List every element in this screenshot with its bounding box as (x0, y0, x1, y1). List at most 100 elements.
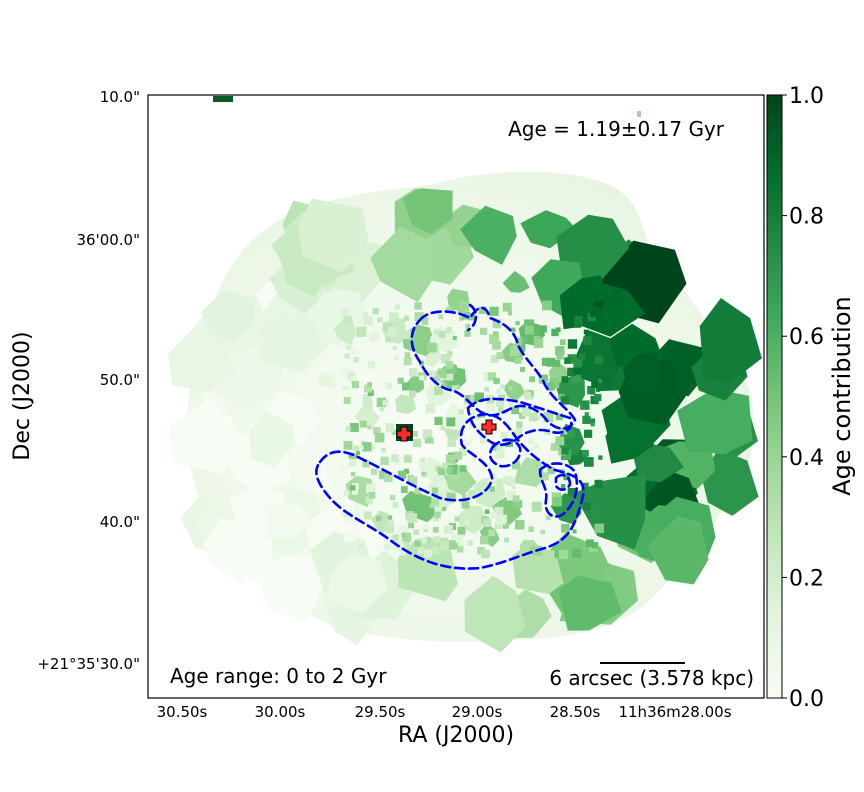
voronoi-cell (490, 442, 500, 451)
voronoi-cell (457, 526, 466, 535)
age-annotation: Age = 1.19±0.17 Gyr (508, 117, 725, 141)
voronoi-cell (352, 488, 358, 495)
voronoi-cell (584, 457, 594, 467)
voronoi-cell (514, 499, 523, 508)
voronoi-cell (502, 302, 512, 312)
voronoi-cell (434, 386, 443, 395)
voronoi-cell (574, 315, 583, 325)
voronoi-cell (550, 443, 559, 451)
y-tick-label: 36'00.0" (76, 231, 140, 249)
voronoi-cell (385, 382, 392, 390)
voronoi-cell (423, 317, 429, 322)
voronoi-cell (546, 382, 555, 391)
voronoi-cell (567, 354, 577, 364)
voronoi-cell (573, 366, 583, 375)
voronoi-cell (341, 308, 349, 317)
age-map (167, 96, 762, 653)
colorbar-gradient (766, 94, 783, 699)
voronoi-cell (363, 316, 373, 326)
voronoi-cell (489, 512, 496, 519)
voronoi-cell (453, 451, 463, 460)
y-axis: 10.0" 36'00.0" 50.0" 40.0" +21°35'30.0" (37, 88, 140, 673)
voronoi-cell (578, 353, 586, 360)
voronoi-cell (343, 397, 351, 405)
voronoi-cell (421, 471, 427, 477)
voronoi-cell (353, 445, 359, 451)
voronoi-cell (590, 422, 595, 427)
voronoi-cell (449, 469, 460, 480)
voronoi-cell (351, 453, 357, 460)
voronoi-cell (437, 368, 447, 378)
colorbar-label: Age contribution (828, 296, 856, 496)
voronoi-cell (564, 357, 571, 364)
voronoi-cell (452, 336, 457, 341)
voronoi-cell (397, 537, 458, 602)
voronoi-cell (512, 546, 564, 594)
voronoi-cell (381, 519, 388, 526)
voronoi-cell (508, 477, 516, 485)
voronoi-cell (459, 409, 464, 415)
voronoi-cell (529, 546, 535, 552)
voronoi-cell (469, 423, 474, 428)
voronoi-cell (477, 547, 485, 555)
voronoi-cell (493, 377, 500, 385)
voronoi-cell (647, 515, 709, 585)
voronoi-cell (403, 315, 409, 321)
voronoi-cell (488, 529, 496, 537)
voronoi-cell (589, 306, 600, 317)
voronoi-cell (488, 372, 497, 381)
voronoi-cell (385, 525, 395, 534)
voronoi-cell (529, 413, 538, 422)
voronoi-cell (167, 323, 237, 393)
voronoi-cell (560, 484, 566, 489)
voronoi-cell (384, 473, 393, 483)
colorbar-tick-label: 1.0 (789, 84, 824, 109)
voronoi-cell (567, 488, 576, 497)
voronoi-cell (464, 330, 471, 337)
voronoi-cell (583, 329, 589, 335)
voronoi-cell (391, 429, 398, 435)
voronoi-cell (445, 372, 454, 381)
voronoi-cell (362, 442, 372, 452)
voronoi-cell (546, 457, 555, 466)
voronoi-cell (378, 470, 388, 480)
voronoi-cell (342, 332, 347, 337)
voronoi-cell (582, 449, 589, 457)
voronoi-cell (597, 378, 602, 384)
voronoi-cell (460, 205, 517, 265)
voronoi-cell (500, 431, 508, 439)
voronoi-cell (546, 515, 551, 521)
voronoi-cell (438, 480, 447, 489)
voronoi-cell (480, 535, 489, 545)
voronoi-cell (555, 346, 565, 356)
voronoi-cell (431, 498, 440, 507)
voronoi-cell (502, 475, 512, 485)
voronoi-cell (584, 412, 589, 417)
voronoi-cell (598, 455, 603, 460)
voronoi-cell (546, 357, 556, 367)
voronoi-cell (346, 344, 352, 350)
voronoi-cell (442, 506, 447, 511)
colorbar-tick-label: 0.2 (789, 566, 824, 591)
voronoi-cell (201, 291, 256, 343)
voronoi-cell (454, 516, 460, 522)
voronoi-cell (381, 448, 386, 453)
voronoi-cell (449, 540, 459, 550)
contour-outer (315, 412, 585, 570)
voronoi-cell (433, 515, 440, 522)
voronoi-cell (427, 437, 434, 444)
voronoi-cell (591, 542, 599, 549)
voronoi-cell (379, 406, 385, 412)
voronoi-cell (447, 350, 453, 357)
voronoi-cell (356, 326, 367, 337)
voronoi-cell (446, 327, 452, 333)
voronoi-cell (498, 390, 503, 395)
voronoi-cell (510, 327, 516, 333)
voronoi-cell (445, 454, 456, 464)
voronoi-cell (528, 526, 534, 532)
voronoi-cell (178, 398, 244, 463)
voronoi-cell (561, 523, 570, 533)
voronoi-cell (345, 426, 351, 432)
voronoi-cell (376, 516, 382, 522)
voronoi-cell (392, 346, 398, 351)
